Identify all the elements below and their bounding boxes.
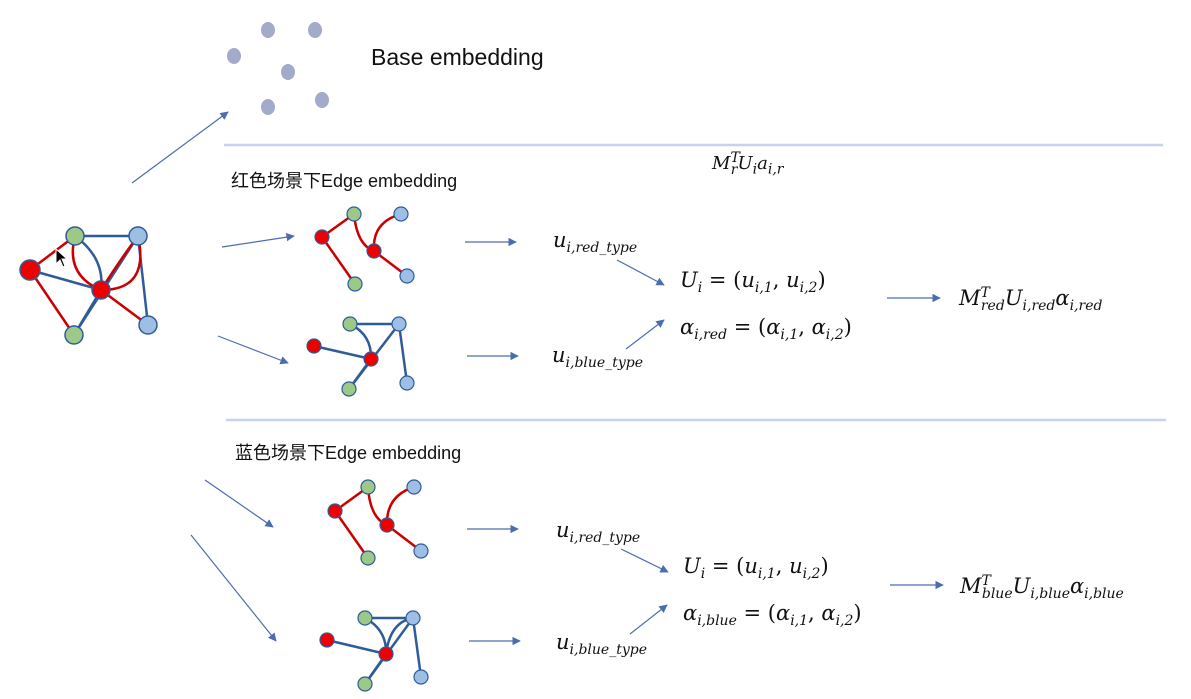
formula-Ui-red: Ui = (ui,1, ui,2) xyxy=(680,268,826,297)
formula-u-red-type: ui,red_type xyxy=(553,228,638,257)
red-node xyxy=(379,517,395,533)
formula-alpha-red: αi,red = (αi,1, αi,2) xyxy=(680,315,852,344)
green-node xyxy=(342,316,358,332)
base-dot xyxy=(261,22,275,38)
red-node xyxy=(91,280,111,300)
arrow-u-to-Ui-blue xyxy=(620,548,669,573)
subgraph-blue-blue xyxy=(319,610,429,692)
red-node xyxy=(306,338,322,354)
green-node xyxy=(360,479,376,495)
arrow-u-to-Ui-red xyxy=(616,259,665,286)
blue-node xyxy=(406,479,422,495)
base-dot xyxy=(227,48,241,64)
formula-top: MTrUiai,r xyxy=(712,150,784,178)
red-scenario-heading: 红色场景下Edge embedding xyxy=(231,171,458,191)
blue-node xyxy=(413,543,429,559)
base-dot xyxy=(315,92,329,108)
red-node xyxy=(327,503,343,519)
subgraph-red-red xyxy=(314,206,415,292)
blue-node xyxy=(413,669,429,685)
formula-result-blue: MTblueUi,blueαi,blue xyxy=(960,573,1124,603)
mouse-cursor-icon xyxy=(55,248,68,268)
blue-node xyxy=(399,268,415,284)
red-node xyxy=(378,646,394,662)
green-node xyxy=(357,610,373,626)
red-node xyxy=(366,243,382,259)
blue-node xyxy=(393,206,409,222)
base-embedding-dots xyxy=(227,22,329,115)
blue-scenario-heading: 蓝色场景下Edge embedding xyxy=(235,443,462,463)
green-node xyxy=(64,325,84,345)
green-node xyxy=(346,206,362,222)
arrow-to-base xyxy=(131,111,229,184)
blue-node xyxy=(399,375,415,391)
arrow-to-blue-red xyxy=(204,479,274,528)
green-node xyxy=(360,550,376,566)
base-dot xyxy=(281,64,295,80)
subgraph-red-blue xyxy=(306,316,415,397)
arrow-to-red-red xyxy=(221,232,295,248)
red-node xyxy=(314,229,330,245)
red-node xyxy=(19,259,41,281)
green-node xyxy=(347,276,363,292)
blue-node xyxy=(391,316,407,332)
arrow-u-to-alpha-red xyxy=(625,319,665,350)
arrow-u-to-alpha-blue xyxy=(629,604,668,635)
formula-u-blue-type: ui,blue_type xyxy=(552,343,643,372)
formula-u-red-type-2: ui,red_type xyxy=(556,518,641,547)
blue-node xyxy=(405,610,421,626)
base-dot xyxy=(308,22,322,38)
blue-node xyxy=(128,226,148,246)
main-graph xyxy=(19,226,158,345)
base-embedding-title: Base embedding xyxy=(371,44,544,70)
blue-node xyxy=(138,315,158,335)
subgraph-blue-red xyxy=(327,479,429,566)
formula-result-red: MTredUi,redαi,red xyxy=(959,285,1103,315)
green-node xyxy=(357,676,373,692)
arrow-to-red-blue xyxy=(217,335,289,365)
base-dot xyxy=(261,99,275,115)
green-node xyxy=(341,381,357,397)
red-node xyxy=(363,351,379,367)
red-node xyxy=(319,632,335,648)
green-node xyxy=(65,226,85,246)
formula-u-blue-type-2: ui,blue_type xyxy=(556,630,647,659)
formula-Ui-blue: Ui = (ui,1, ui,2) xyxy=(683,554,829,583)
formula-alpha-blue: αi,blue = (αi,1, αi,2) xyxy=(683,601,862,630)
arrow-to-blue-blue xyxy=(190,534,277,642)
